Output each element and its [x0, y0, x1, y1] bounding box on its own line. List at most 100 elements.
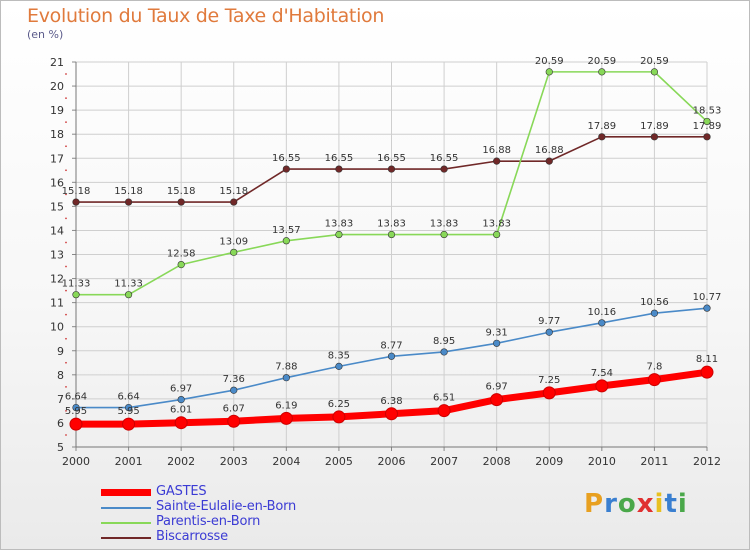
y-tick-label: 21 — [50, 56, 64, 69]
data-label: 16.55 — [325, 153, 354, 164]
data-label: 12.58 — [167, 249, 196, 260]
data-label: 13.83 — [325, 219, 354, 230]
y-minor-tick — [65, 241, 67, 244]
logo-letter: o — [617, 489, 637, 519]
data-point — [595, 379, 609, 393]
data-label: 16.88 — [535, 145, 564, 156]
data-label: 13.83 — [377, 219, 406, 230]
data-point — [387, 230, 396, 239]
x-tick-label: 2006 — [378, 455, 406, 468]
y-minor-tick — [65, 193, 67, 196]
y-tick-label: 13 — [50, 249, 64, 262]
legend-label: GASTES — [156, 484, 207, 499]
logo-letter: i — [654, 489, 665, 519]
data-point — [545, 157, 553, 165]
data-point — [647, 373, 661, 387]
y-tick-label: 14 — [50, 224, 64, 237]
data-point — [703, 133, 711, 141]
x-tick-label: 2003 — [220, 455, 248, 468]
data-point — [700, 365, 714, 379]
data-point — [650, 68, 659, 76]
data-label: 8.77 — [380, 340, 402, 351]
data-label: 8.95 — [433, 336, 455, 347]
data-point — [282, 237, 290, 245]
data-point — [72, 291, 80, 299]
legend-label: Sainte-Eulalie-en-Born — [156, 499, 297, 514]
data-label: 15.18 — [219, 186, 248, 197]
x-tick-label: 2004 — [272, 455, 300, 468]
data-label: 10.77 — [693, 292, 722, 303]
data-label: 11.33 — [62, 279, 91, 290]
y-minor-tick — [65, 385, 67, 388]
data-label: 6.51 — [433, 393, 455, 404]
data-label: 10.56 — [640, 297, 669, 308]
data-label: 17.89 — [588, 121, 617, 132]
data-point — [230, 248, 238, 256]
y-minor-tick — [65, 337, 67, 340]
data-label: 8.35 — [328, 350, 350, 361]
data-label: 10.16 — [588, 307, 617, 318]
data-point — [124, 198, 133, 206]
data-point — [385, 407, 398, 421]
data-point — [230, 198, 238, 206]
data-label: 6.07 — [223, 403, 245, 414]
legend-label: Biscarrosse — [156, 529, 228, 544]
data-point — [598, 68, 606, 76]
x-tick-label: 2002 — [167, 455, 195, 468]
y-minor-tick — [65, 265, 67, 268]
y-minor-tick — [65, 434, 67, 436]
y-tick-label: 20 — [50, 80, 64, 93]
data-label: 20.59 — [588, 56, 617, 67]
logo-letter: P — [584, 489, 605, 519]
data-point — [124, 291, 133, 299]
data-point — [598, 319, 606, 327]
y-minor-tick — [65, 410, 67, 412]
logo-letter: x — [636, 489, 655, 519]
data-point — [440, 230, 448, 239]
data-point — [493, 339, 501, 347]
legend-swatch — [101, 537, 151, 539]
data-label: 5.95 — [65, 406, 87, 417]
data-label: 6.25 — [328, 399, 350, 410]
y-tick-label: 19 — [50, 104, 64, 117]
x-tick-label: 2007 — [430, 455, 458, 468]
data-point — [598, 133, 606, 141]
data-point — [174, 416, 188, 430]
y-tick-label: 11 — [50, 297, 64, 310]
data-point — [72, 198, 80, 206]
data-label: 15.18 — [114, 186, 143, 197]
y-tick-label: 9 — [57, 345, 64, 358]
data-point — [545, 328, 553, 336]
y-minor-tick — [65, 73, 67, 75]
y-minor-tick — [65, 121, 67, 124]
proxiti-logo: Proxiti — [584, 489, 688, 519]
legend-swatch — [101, 489, 151, 496]
legend-swatch — [101, 522, 151, 524]
y-minor-tick — [65, 289, 67, 292]
data-point — [335, 362, 343, 370]
data-point — [282, 165, 290, 173]
data-label: 17.89 — [640, 121, 669, 132]
data-point — [177, 261, 185, 269]
data-point — [387, 165, 396, 173]
data-point — [493, 157, 501, 165]
data-point — [490, 393, 504, 407]
data-point — [650, 309, 659, 317]
logo-letter: i — [677, 489, 688, 519]
data-point — [493, 230, 501, 239]
data-label: 13.57 — [272, 225, 301, 236]
x-tick-label: 2010 — [588, 455, 616, 468]
data-label: 9.77 — [538, 316, 560, 327]
data-point — [332, 410, 346, 424]
data-label: 7.8 — [646, 362, 662, 373]
data-point — [545, 68, 553, 76]
x-tick-label: 2011 — [640, 455, 668, 468]
x-tick-label: 2009 — [535, 455, 563, 468]
x-tick-label: 2001 — [115, 455, 143, 468]
x-tick-label: 2005 — [325, 455, 353, 468]
legend-swatch — [101, 507, 151, 509]
data-point — [230, 386, 238, 394]
data-label: 15.18 — [167, 186, 196, 197]
data-label: 15.18 — [62, 186, 91, 197]
